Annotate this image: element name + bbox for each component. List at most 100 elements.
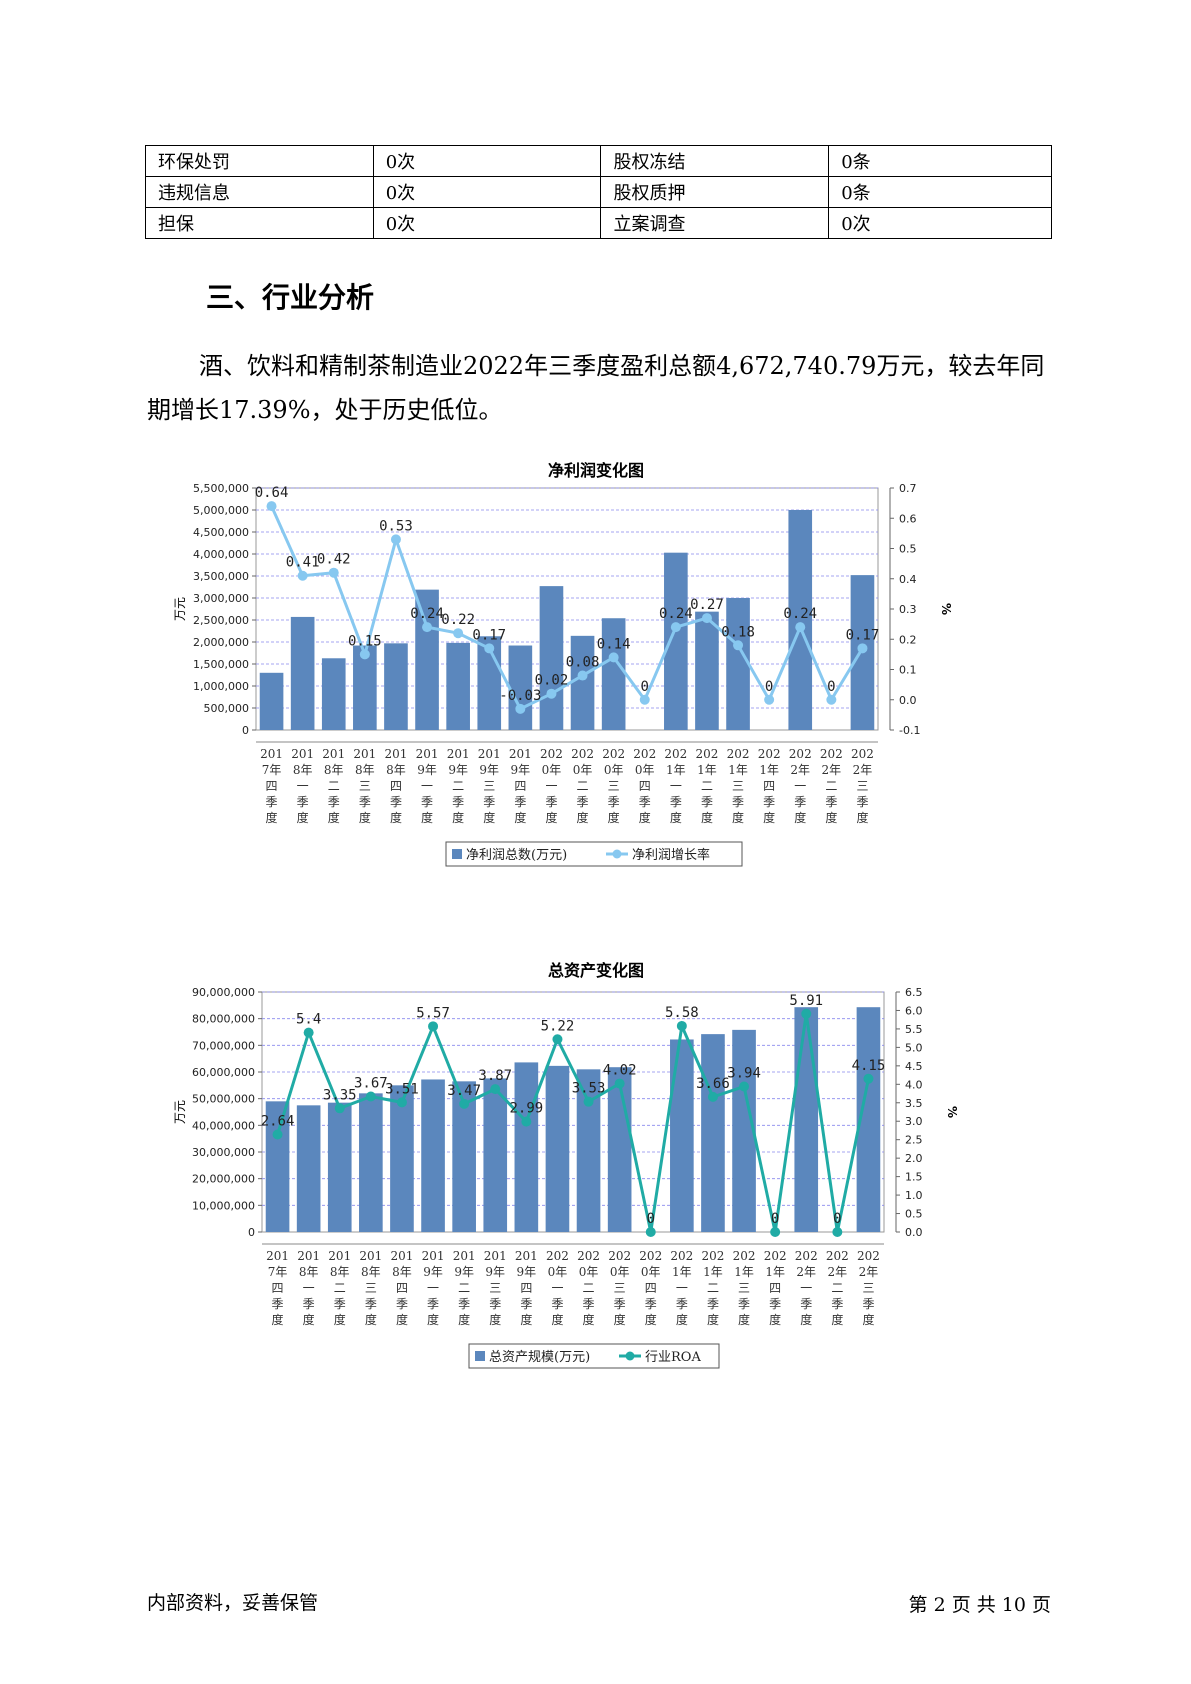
x-tick-label-line: 度 (396, 1312, 408, 1327)
x-tick-label: 201 9年三季度 (484, 1249, 507, 1327)
x-tick-label-line: 202 (857, 1249, 880, 1263)
line-point (863, 1073, 874, 1084)
x-tick-label-line: 度 (800, 1312, 812, 1327)
x-tick-label-line: 0年 (604, 763, 624, 777)
y2-tick-label: 0.0 (905, 1226, 923, 1239)
x-tick-label-line: 9年 (511, 763, 531, 777)
x-tick-label: 201 7年四季度 (266, 1249, 289, 1327)
x-tick-label-line: 一 (545, 779, 557, 793)
line-point (490, 1084, 501, 1095)
x-tick-label-line: 1年 (734, 1265, 754, 1279)
x-tick-label-line: 201 (447, 747, 470, 761)
x-tick-label-line: 三 (489, 1281, 501, 1295)
line-point (515, 703, 526, 714)
data-label: 0.64 (255, 485, 289, 501)
x-tick-label-line: 201 (478, 747, 501, 761)
x-tick-label-line: 二 (583, 1281, 595, 1295)
x-tick-label-line: 季 (800, 1297, 812, 1311)
y2-axis-label: % (939, 603, 953, 615)
x-tick-label-line: 度 (452, 810, 464, 825)
x-tick-label-line: 2年 (859, 1265, 879, 1279)
x-tick-label-line: 四 (520, 1281, 532, 1295)
x-tick-label-line: 0年 (610, 1265, 630, 1279)
legend-bar-swatch (475, 1351, 485, 1361)
x-tick-label-line: 四 (272, 1281, 284, 1295)
x-tick-label-line: 度 (514, 810, 526, 825)
x-tick-label-line: 三 (608, 779, 620, 793)
x-tick-label-line: 季 (794, 795, 806, 809)
bar (452, 1081, 476, 1232)
x-tick-label-line: 一 (800, 1281, 812, 1295)
bar (390, 1085, 414, 1232)
x-tick-label: 202 2年一季度 (789, 747, 812, 825)
line-point (770, 1227, 781, 1237)
y2-tick-label: 5.5 (905, 1023, 923, 1036)
x-tick-label-line: 202 (571, 747, 594, 761)
x-tick-label-line: 一 (421, 779, 433, 793)
y-tick-label: 0 (242, 724, 249, 737)
x-tick-label-line: 202 (608, 1249, 631, 1263)
line-point (608, 652, 619, 663)
line-point (365, 1091, 376, 1102)
y-axis-label: 万元 (173, 1100, 187, 1124)
risk-item-value: 0次 (372, 176, 602, 208)
line-point (328, 567, 339, 578)
bar (726, 598, 750, 730)
legend-entry: 净利润总数(万元) (466, 848, 567, 863)
data-label: 3.87 (478, 1068, 512, 1084)
x-tick-label-line: 度 (608, 810, 620, 825)
y-tick-label: 10,000,000 (192, 1199, 255, 1212)
x-tick-label: 201 8年一季度 (297, 1249, 320, 1327)
x-tick-label-line: 度 (769, 1312, 781, 1327)
x-tick-label: 201 8年四季度 (390, 1249, 413, 1327)
bar (321, 658, 346, 730)
x-tick-label-line: 202 (701, 1249, 724, 1263)
x-tick-label: 202 0年四季度 (633, 747, 656, 825)
x-tick-label-line: 季 (266, 795, 278, 809)
risk-info-table: 环保处罚 0次 股权冻结 0条 违规信息 0次 股权质押 0条 担保 0次 立案调查 0次 (145, 145, 1052, 239)
bar (576, 1069, 601, 1232)
data-label: 2.99 (509, 1101, 543, 1117)
x-tick-label: 201 9年一季度 (416, 747, 439, 825)
x-tick-label-line: 度 (427, 1312, 439, 1327)
x-tick-label-line: 7年 (262, 763, 282, 777)
bar (421, 1079, 445, 1232)
y2-tick-label: 0.0 (899, 694, 917, 707)
x-tick-label-line: 202 (826, 1249, 849, 1263)
x-tick-label: 202 1年二季度 (701, 1249, 724, 1327)
x-tick-label: 201 9年二季度 (453, 1249, 476, 1327)
x-tick-label-line: 202 (670, 1249, 693, 1263)
line-point (701, 613, 712, 624)
y-tick-label: 1,000,000 (193, 680, 249, 693)
line-series (270, 505, 864, 711)
line-series (276, 1013, 870, 1233)
y2-tick-label: 1.5 (905, 1171, 923, 1184)
bar (794, 1007, 819, 1232)
data-label: 2.64 (261, 1114, 295, 1130)
x-tick-label-line: 季 (551, 1297, 563, 1311)
x-tick-label: 202 0年三季度 (602, 747, 625, 825)
data-label: 0 (641, 679, 649, 695)
x-tick-label-line: 0年 (579, 1265, 599, 1279)
x-tick-label-line: 度 (390, 810, 402, 825)
x-tick-label-line: 季 (645, 1297, 657, 1311)
x-tick-label-line: 9年 (423, 1265, 443, 1279)
data-label: 4.15 (852, 1058, 886, 1074)
x-tick-label-line: 二 (707, 1281, 719, 1295)
x-tick-label-line: 一 (303, 1281, 315, 1295)
bar (265, 1101, 290, 1232)
x-tick-label-line: 202 (633, 747, 656, 761)
x-tick-label: 202 1年三季度 (727, 747, 750, 825)
x-tick-label-line: 201 (353, 747, 376, 761)
y-tick-label: 500,000 (204, 702, 250, 715)
x-tick-label: 201 8年二季度 (328, 1249, 351, 1327)
x-tick-label-line: 202 (639, 1249, 662, 1263)
x-tick-label-line: 度 (303, 1312, 315, 1327)
x-tick-label: 201 9年四季度 (509, 747, 532, 825)
x-tick-label-line: 0年 (641, 1265, 661, 1279)
risk-item-value: 0次 (372, 145, 602, 177)
y-tick-label: 20,000,000 (192, 1173, 255, 1186)
x-tick-label-line: 季 (707, 1297, 719, 1311)
x-tick-label-line: 202 (733, 1249, 756, 1263)
bar (545, 1065, 570, 1232)
